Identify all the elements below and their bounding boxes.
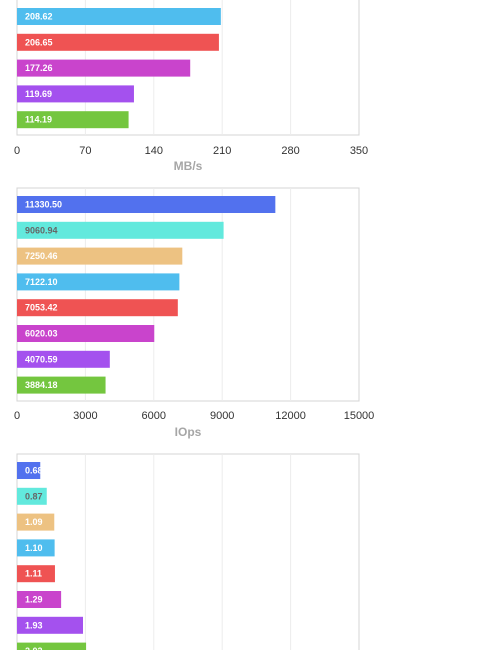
bar-value-label: 1.10 [25, 543, 43, 553]
bar-value-label: 3884.18 [25, 380, 58, 390]
bar-value-label: 7053.42 [25, 303, 58, 313]
plot-frame [17, 188, 359, 401]
bar-value-label: 114.19 [25, 115, 52, 125]
bar-value-label: 0.68 [25, 466, 43, 476]
x-axis-title: IOps [175, 425, 202, 439]
x-tick-label: 140 [145, 145, 163, 157]
x-tick-label: 15000 [344, 410, 375, 422]
bar-value-label: 11330.50 [25, 200, 62, 210]
bar-value-label: 2.02 [25, 646, 43, 650]
bar-value-label: 1.29 [25, 595, 43, 605]
latency-chart: 0.68 0.87 1.09 1.10 1.11 1.29 1.93 2.02 [17, 454, 359, 650]
bar-value-label: 177.26 [25, 63, 53, 73]
x-tick-label: 350 [350, 145, 368, 157]
x-tick-label: 9000 [210, 410, 234, 422]
x-tick-label: 3000 [73, 410, 97, 422]
bar-value-label: 9060.94 [25, 225, 58, 235]
x-tick-label: 70 [79, 145, 91, 157]
bar-value-label: 6020.03 [25, 329, 58, 339]
x-tick-label: 0 [14, 410, 20, 422]
bar-value-label: 7250.46 [25, 251, 58, 261]
x-axis-title: MB/s [174, 159, 203, 173]
bar-value-label: 1.09 [25, 517, 43, 527]
throughput-chart: 208.62 206.65 177.26 119.69 114.19 0 70 140 210 2… [14, 0, 368, 173]
x-tick-label: 0 [14, 145, 20, 157]
x-tick-label: 210 [213, 145, 231, 157]
x-tick-label: 280 [281, 145, 299, 157]
bar-value-label: 119.69 [25, 89, 52, 99]
bar-value-label: 1.11 [25, 569, 42, 579]
x-tick-label: 12000 [275, 410, 306, 422]
iops-chart: 11330.50 9060.94 7250.46 7122.10 7053.42 6020… [14, 188, 374, 439]
bar-value-label: 206.65 [25, 37, 53, 47]
bar-value-label: 208.62 [25, 12, 53, 22]
bar-value-label: 1.93 [25, 620, 43, 630]
bar-value-label: 7122.10 [25, 277, 58, 287]
x-tick-label: 6000 [142, 410, 166, 422]
bar-value-label: 0.87 [25, 491, 43, 501]
bar-value-label: 4070.59 [25, 354, 58, 364]
